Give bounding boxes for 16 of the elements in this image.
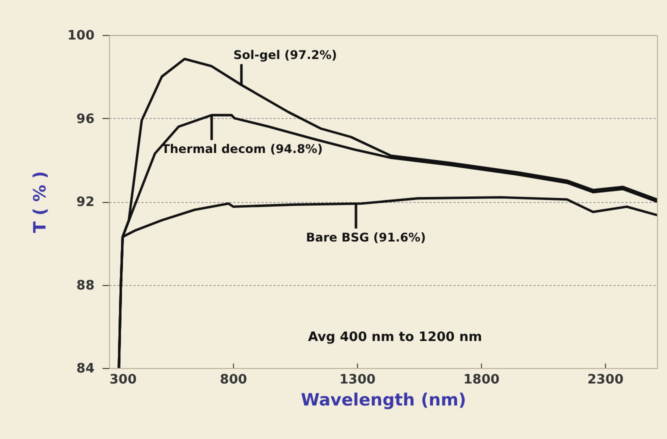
- y-tick-label: 84: [76, 362, 94, 376]
- x-tick-label: 1800: [463, 372, 500, 388]
- y-tick-label: 92: [76, 195, 94, 210]
- x-tick-label: 2300: [587, 372, 624, 388]
- annotation: Bare BSG (91.6%): [306, 230, 426, 245]
- y-tick-label: 88: [76, 278, 94, 294]
- y-tick-label: 96: [76, 112, 94, 127]
- x-tick-label: 1300: [339, 372, 376, 388]
- annotation: Thermal decom (94.8%): [162, 142, 323, 156]
- x-axis-title: Wavelength (nm): [300, 390, 466, 410]
- x-tick-label: 800: [220, 372, 248, 388]
- y-axis-title: T ( % ): [30, 171, 50, 233]
- annotation: Avg 400 nm to 1200 nm: [308, 330, 482, 345]
- y-tick-label: 100: [67, 28, 94, 44]
- annotation: Sol-gel (97.2%): [233, 48, 338, 62]
- x-tick-label: 300: [110, 372, 137, 388]
